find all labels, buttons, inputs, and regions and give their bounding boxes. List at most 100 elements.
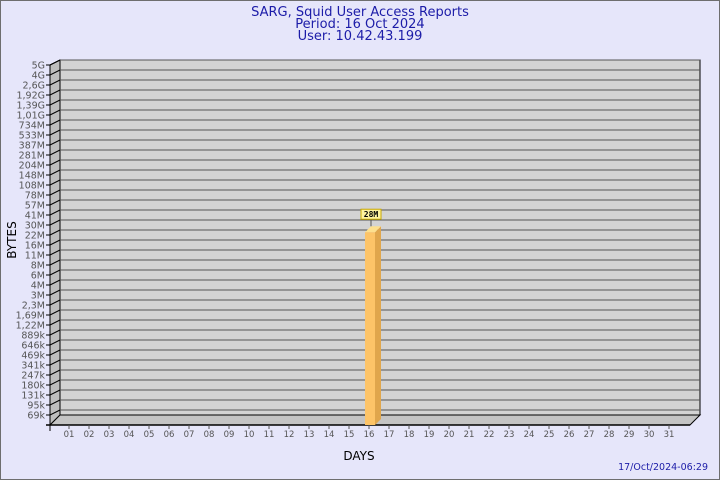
y-tick-label: 11M xyxy=(25,251,45,262)
gridline-side xyxy=(49,269,61,276)
gridline-side xyxy=(49,189,61,196)
y-tick-label: 131k xyxy=(21,391,45,402)
gridline-side xyxy=(49,389,61,396)
gridline-side xyxy=(49,279,61,286)
chart-title: SARG, Squid User Access Reports xyxy=(251,5,469,20)
gridline-side xyxy=(49,219,61,226)
gridline-side xyxy=(49,109,61,116)
x-tick-label: 15 xyxy=(344,430,355,440)
x-tick-label: 31 xyxy=(664,430,675,440)
y-tick-label: 16M xyxy=(25,241,45,252)
y-tick-label: 734M xyxy=(19,121,45,132)
data-label-box xyxy=(360,208,382,220)
y-tick-label: 1,39G xyxy=(16,101,45,112)
gridline-side xyxy=(49,179,61,186)
chart-user: User: 10.42.43.199 xyxy=(298,29,423,44)
gridline-side xyxy=(49,359,61,366)
x-tick-label: 03 xyxy=(104,430,115,440)
y-tick-label: 646k xyxy=(21,341,45,352)
y-tick-label: 41M xyxy=(25,211,45,222)
x-tick-label: 22 xyxy=(484,430,495,440)
y-tick-label: 95k xyxy=(27,401,45,412)
y-tick-label: 6M xyxy=(31,271,45,282)
y-tick-label: 57M xyxy=(25,201,45,212)
x-tick-label: 27 xyxy=(584,430,595,440)
y-tick-label: 2,6G xyxy=(23,81,45,92)
y-tick-label: 1,22M xyxy=(16,321,45,332)
x-tick-label: 29 xyxy=(624,430,635,440)
data-label: 28M xyxy=(364,210,379,219)
gridline-side xyxy=(49,69,61,76)
generated-timestamp: 17/Oct/2024-06:29 xyxy=(618,462,708,473)
y-tick-label: 180k xyxy=(21,381,45,392)
y-tick-label: 78M xyxy=(25,191,45,202)
x-tick-label: 01 xyxy=(64,430,75,440)
x-tick-label: 25 xyxy=(544,430,555,440)
y-axis-label: BYTES xyxy=(5,221,19,258)
gridline-side xyxy=(49,319,61,326)
y-tick-label: 281M xyxy=(19,151,45,162)
x-tick-label: 08 xyxy=(204,430,215,440)
y-tick-label: 341k xyxy=(21,361,45,372)
bar-top xyxy=(365,226,381,233)
y-tick-label: 108M xyxy=(19,181,45,192)
gridline-side xyxy=(49,289,61,296)
gridline-side xyxy=(49,299,61,306)
gridline-side xyxy=(49,209,61,216)
chart-period: Period: 16 Oct 2024 xyxy=(295,17,424,32)
y-tick-label: 1,69M xyxy=(16,311,45,322)
y-tick-label: 3M xyxy=(31,291,45,302)
y-tick-label: 30M xyxy=(25,221,45,232)
gridline-side xyxy=(49,229,61,236)
y-tick-label: 4G xyxy=(32,71,45,82)
y-tick-label: 2,3M xyxy=(22,301,45,312)
x-tick-label: 18 xyxy=(404,430,415,440)
y-tick-label: 533M xyxy=(19,131,45,142)
gridline-side xyxy=(49,199,61,206)
x-axis-label: DAYS xyxy=(343,449,374,463)
y-tick-label: 1,01G xyxy=(16,111,45,122)
gridline-side xyxy=(49,159,61,166)
x-tick-label: 21 xyxy=(464,430,475,440)
gridline-side xyxy=(49,239,61,246)
x-tick-label: 07 xyxy=(184,430,195,440)
x-tick-label: 20 xyxy=(444,430,455,440)
y-tick-label: 889k xyxy=(21,331,45,342)
gridline-side xyxy=(49,369,61,376)
x-tick-label: 09 xyxy=(224,430,235,440)
x-tick-label: 19 xyxy=(424,430,435,440)
bar-side xyxy=(375,226,381,425)
x-tick-label: 14 xyxy=(324,430,335,440)
gridline-side xyxy=(49,139,61,146)
gridline-side xyxy=(49,119,61,126)
gridline-side xyxy=(49,79,61,86)
gridline-side xyxy=(49,379,61,386)
gridline-side xyxy=(49,149,61,156)
gridline-side xyxy=(49,399,61,406)
y-tick-label: 1,92G xyxy=(16,91,45,102)
gridline-side xyxy=(49,409,61,416)
gridline-side xyxy=(49,309,61,316)
x-tick-label: 30 xyxy=(644,430,655,440)
y-tick-label: 4M xyxy=(31,281,45,292)
y-tick-label: 148M xyxy=(19,171,45,182)
x-tick-label: 17 xyxy=(384,430,395,440)
x-tick-label: 06 xyxy=(164,430,175,440)
gridline-side xyxy=(49,89,61,96)
gridline-side xyxy=(49,259,61,266)
gridline-side xyxy=(49,129,61,136)
x-tick-label: 10 xyxy=(244,430,255,440)
gridline-side xyxy=(49,59,61,66)
x-tick-label: 05 xyxy=(144,430,155,440)
x-tick-label: 13 xyxy=(304,430,315,440)
x-tick-label: 26 xyxy=(564,430,575,440)
gridline-side xyxy=(49,339,61,346)
x-tick-label: 12 xyxy=(284,430,295,440)
gridline-side xyxy=(49,169,61,176)
y-tick-label: 5G xyxy=(32,61,45,72)
gridline-side xyxy=(49,99,61,106)
x-tick-label: 24 xyxy=(524,430,535,440)
y-tick-label: 8M xyxy=(31,261,45,272)
gridline-side xyxy=(49,349,61,356)
y-tick-label: 469k xyxy=(21,351,45,362)
